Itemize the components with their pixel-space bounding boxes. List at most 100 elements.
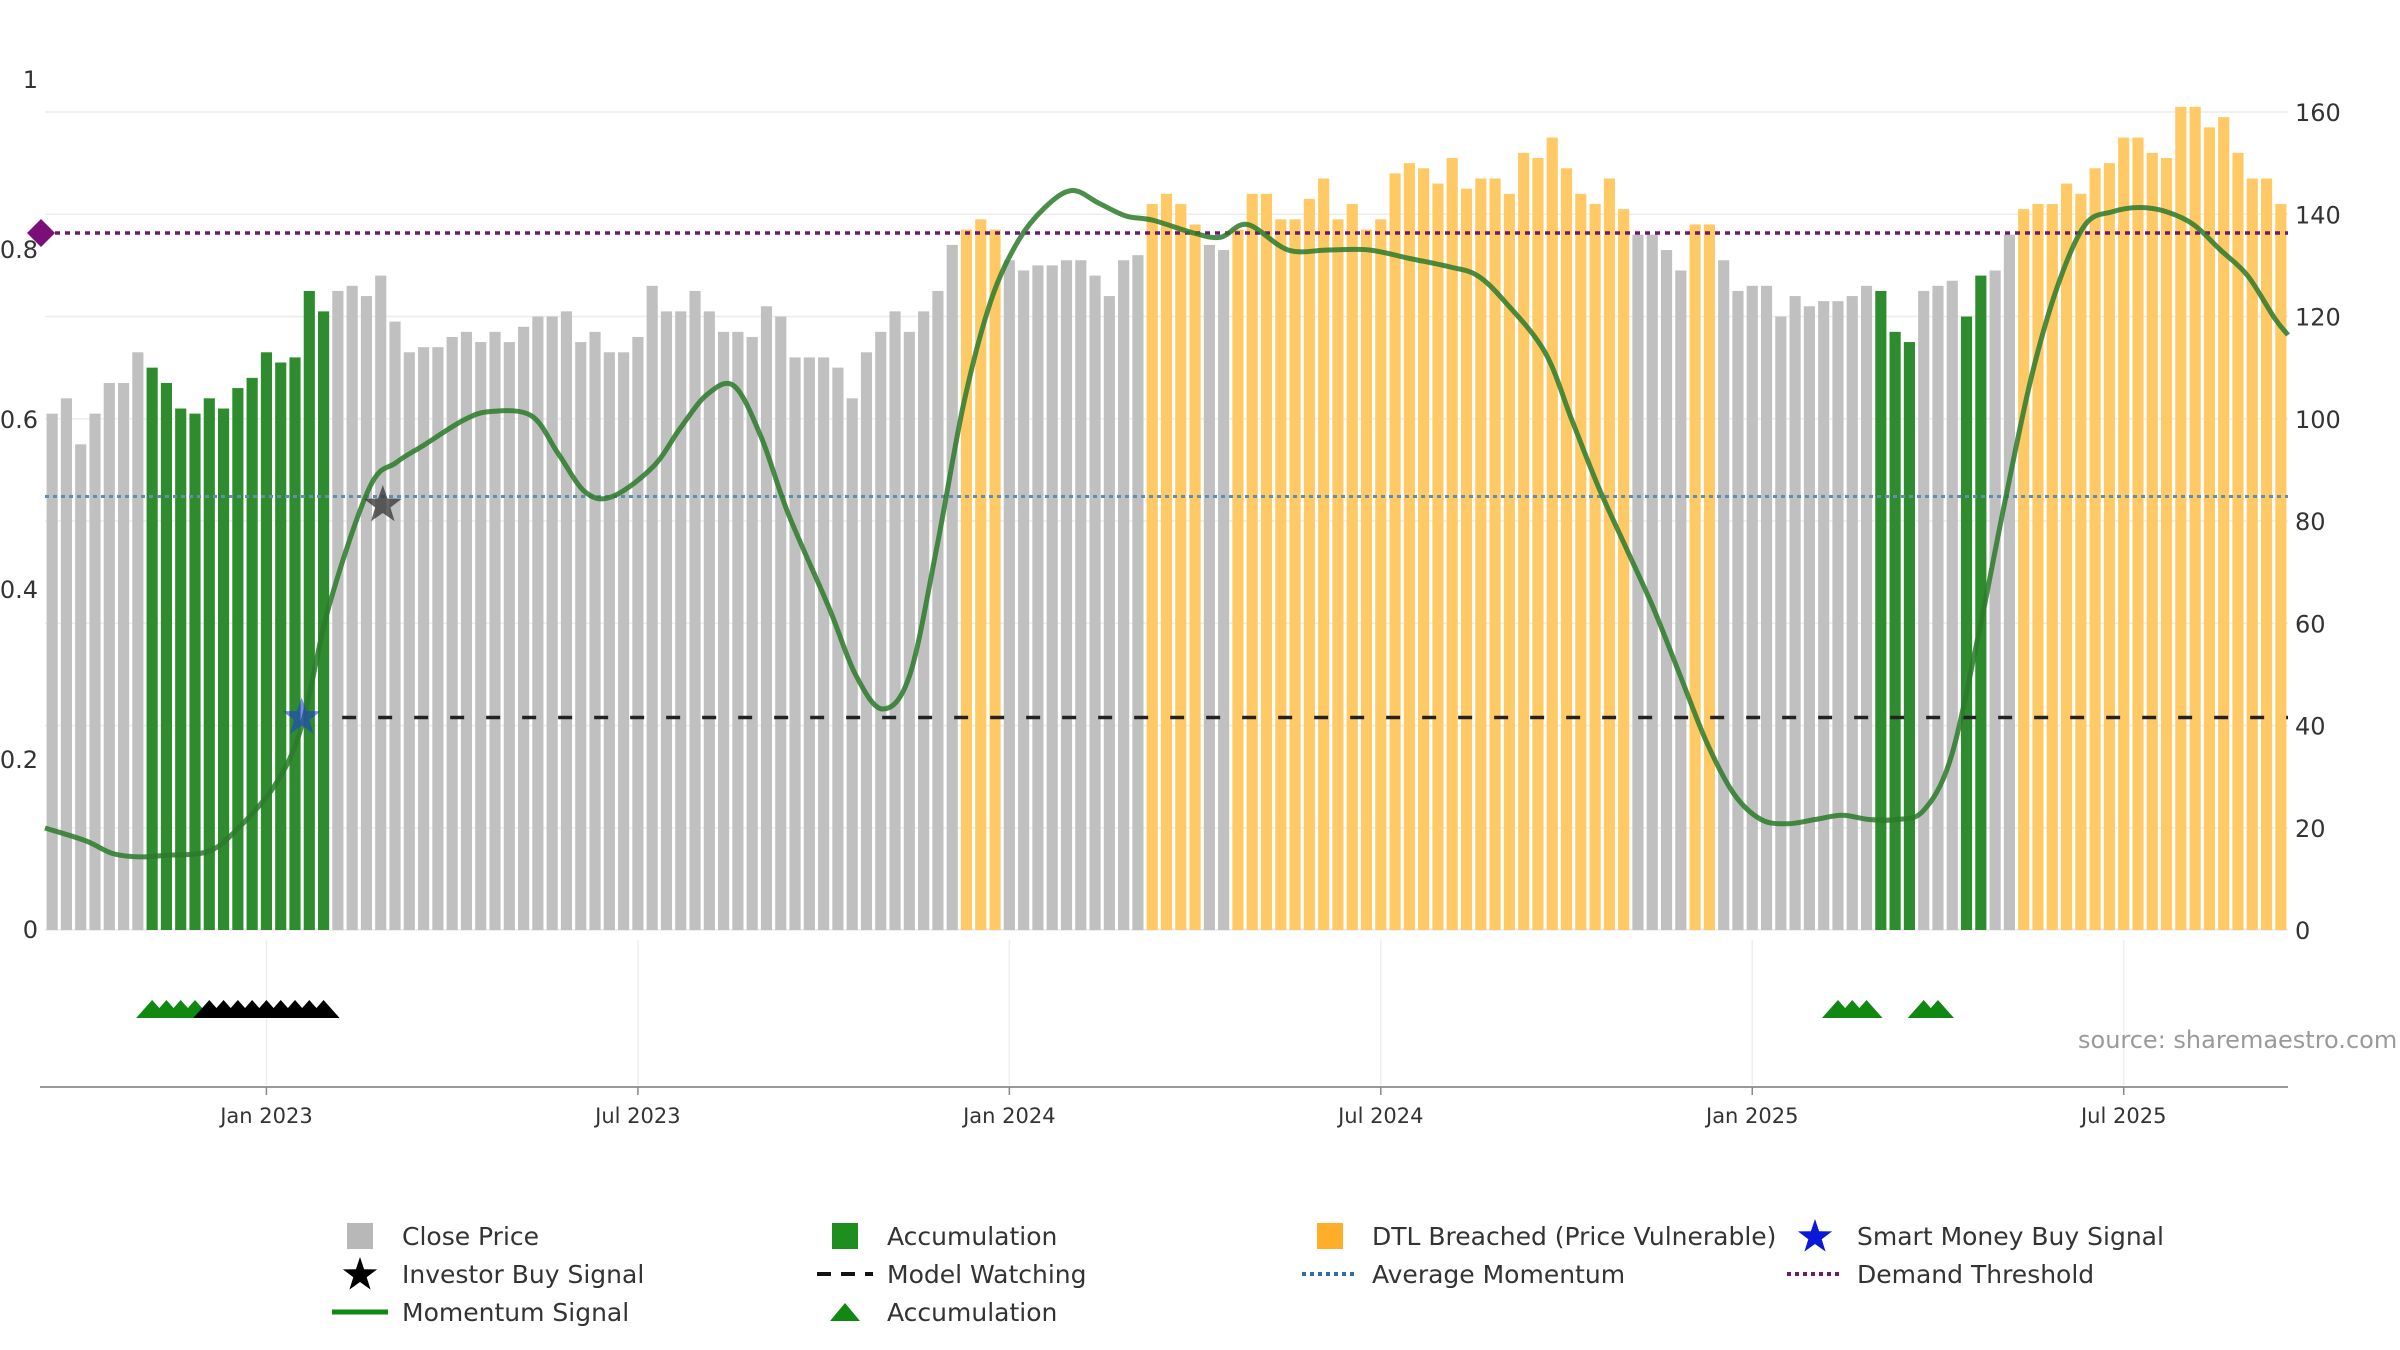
price-bar: [1003, 260, 1015, 930]
x-tick-label: Jan 2025: [1704, 1104, 1799, 1128]
x-tick-label: Jul 2024: [1336, 1104, 1423, 1128]
price-bar: [1475, 178, 1487, 930]
price-bar: [260, 352, 273, 931]
price-bar: [775, 316, 787, 930]
price-bar: [1575, 193, 1587, 931]
price-bar: [960, 229, 973, 930]
price-bar: [718, 331, 730, 930]
price-bar: [2232, 152, 2244, 930]
right-y-tick-label: 140: [2295, 201, 2341, 229]
price-bar: [303, 290, 315, 930]
price-bar: [2260, 178, 2273, 930]
price-bar: [2203, 127, 2215, 930]
price-bar: [2218, 117, 2230, 931]
price-bar: [946, 244, 958, 931]
price-bar: [1118, 260, 1130, 930]
price-bar: [803, 357, 815, 930]
price-bar: [1632, 234, 1644, 930]
price-bar: [1246, 193, 1258, 931]
price-bar: [1603, 178, 1615, 930]
price-bar: [1918, 290, 1930, 930]
right-y-tick-label: 0: [2295, 917, 2310, 945]
price-bar: [1718, 260, 1730, 930]
price-bar: [932, 290, 944, 930]
price-bar: [689, 290, 701, 930]
price-bar: [1618, 209, 1630, 930]
price-bar: [1546, 137, 1558, 930]
price-bar: [546, 316, 558, 930]
price-bar: [860, 352, 873, 931]
price-bar: [1103, 296, 1115, 930]
price-bar: [132, 352, 144, 931]
price-bar: [1189, 224, 1201, 931]
price-bar: [1175, 204, 1187, 930]
price-bar: [2046, 204, 2058, 930]
price-bar: [703, 311, 715, 930]
price-bar: [1775, 316, 1787, 930]
price-bar: [1689, 224, 1701, 931]
price-bar: [1875, 290, 1887, 930]
price-bar: [1746, 285, 1758, 930]
price-bar: [1403, 163, 1415, 930]
price-bar: [375, 275, 387, 931]
price-bar: [1660, 250, 1673, 931]
right-y-tick-label: 120: [2295, 304, 2341, 332]
price-bar: [432, 347, 444, 930]
x-tick-label: Jul 2025: [2079, 1104, 2166, 1128]
price-bar: [1332, 219, 1344, 931]
price-bar: [2075, 193, 2087, 931]
price-bar: [1289, 219, 1301, 931]
price-bar: [218, 408, 230, 930]
price-bar: [1389, 173, 1401, 931]
price-bar: [2003, 234, 2015, 930]
price-bar: [746, 336, 758, 930]
price-bar: [1375, 219, 1387, 931]
price-bar: [732, 331, 744, 930]
right-y-tick-label: 160: [2295, 99, 2341, 127]
axis-ticks: 0 0.2 0.4 0.6 0.8 1 0 20 40 60 80 100 120 140 160 Jan 2…: [0, 66, 2341, 1128]
price-bar: [1675, 270, 1687, 930]
price-bar: [1903, 342, 1915, 930]
price-bar: [1018, 270, 1030, 930]
accumulation-triangle: [1850, 1000, 1883, 1018]
price-bar: [289, 357, 301, 930]
price-bar: [2018, 209, 2030, 930]
price-bar: [232, 388, 244, 930]
price-bar: [1646, 234, 1658, 930]
price-bar: [275, 362, 287, 930]
price-bar: [1532, 158, 1544, 930]
price-bar: [1760, 285, 1773, 930]
momentum-signal-line: [44, 188, 2290, 860]
price-bar: [2160, 158, 2173, 930]
price-bar: [103, 382, 115, 930]
price-bar: [418, 347, 430, 930]
price-bar: [1318, 178, 1330, 930]
price-bar: [1560, 168, 1573, 931]
price-bar: [489, 331, 501, 930]
price-bar: [975, 219, 987, 931]
accumulation-triangle: [307, 1000, 340, 1018]
left-y-tick-label: 0.6: [0, 406, 38, 434]
price-bar: [818, 357, 830, 930]
price-bar: [1346, 204, 1358, 930]
price-bar: [1032, 265, 1044, 930]
price-bar: [1818, 301, 1830, 931]
right-y-tick-label: 100: [2295, 406, 2341, 434]
price-bar: [460, 331, 473, 930]
price-bar: [632, 336, 644, 930]
price-bar: [1460, 188, 1473, 930]
price-bar: [1589, 204, 1601, 930]
price-bar: [1446, 158, 1458, 930]
price-bar: [832, 367, 844, 930]
price-bar: [1203, 244, 1215, 931]
price-bar: [1489, 178, 1501, 930]
price-bar: [1889, 331, 1901, 930]
price-bar: [1932, 285, 1944, 930]
price-bar: [1218, 250, 1230, 931]
price-bar: [332, 290, 344, 930]
price-bar: [2089, 168, 2101, 931]
left-y-tick-label: 0: [23, 916, 38, 944]
right-y-tick-label: 80: [2295, 508, 2326, 536]
price-bar: [2175, 106, 2187, 930]
